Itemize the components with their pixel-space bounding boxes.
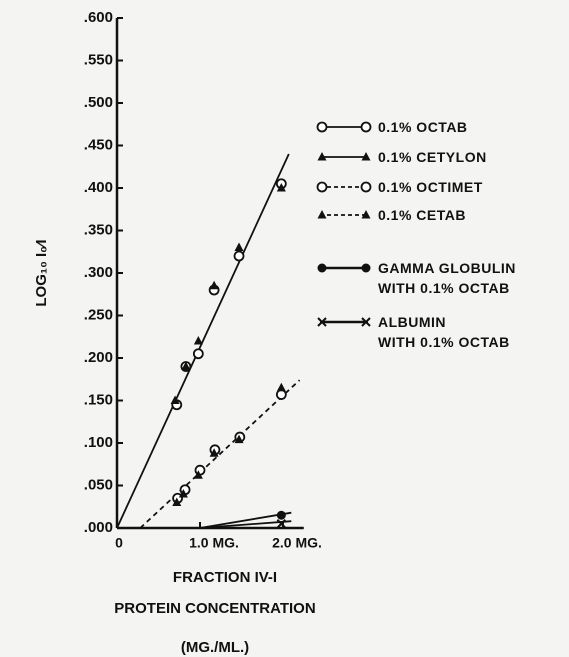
legend-label: GAMMA GLOBULIN WITH 0.1% OCTAB bbox=[378, 260, 516, 296]
legend-marker bbox=[316, 181, 328, 193]
y-tick-label: .250 bbox=[84, 306, 113, 323]
y-tick-label: .000 bbox=[84, 519, 113, 536]
point bbox=[276, 510, 286, 520]
point bbox=[181, 361, 191, 370]
point bbox=[276, 183, 286, 192]
legend-marker bbox=[360, 181, 372, 193]
y-tick-label: .350 bbox=[84, 221, 113, 238]
x-axis-label: (MG./ML.) bbox=[181, 639, 249, 656]
point bbox=[170, 395, 180, 404]
x-axis-label: PROTEIN CONCENTRATION bbox=[114, 600, 315, 617]
legend-label: 0.1% OCTIMET bbox=[378, 179, 483, 195]
point bbox=[276, 519, 287, 529]
legend-marker bbox=[361, 152, 371, 161]
x-tick-label: 0 bbox=[115, 535, 123, 551]
y-tick-label: .500 bbox=[84, 94, 113, 111]
point bbox=[192, 348, 204, 360]
point bbox=[234, 434, 244, 444]
fit-line bbox=[199, 520, 292, 529]
point bbox=[172, 497, 182, 506]
x-tick-label: 2.0 MG. bbox=[272, 535, 322, 551]
point bbox=[275, 389, 287, 400]
legend-marker bbox=[317, 210, 327, 219]
fit-line bbox=[116, 153, 290, 529]
y-tick-label: .600 bbox=[84, 9, 113, 26]
legend-marker bbox=[360, 121, 372, 133]
point bbox=[234, 242, 244, 251]
fit-line bbox=[199, 511, 292, 529]
y-tick-label: .050 bbox=[84, 476, 113, 493]
legend-label: 0.1% OCTAB bbox=[378, 119, 468, 135]
x-axis-label: FRACTION IV-I bbox=[173, 569, 277, 586]
point bbox=[193, 336, 203, 345]
point bbox=[209, 280, 219, 290]
y-tick-label: .550 bbox=[84, 51, 113, 68]
legend-label: 0.1% CETYLON bbox=[378, 149, 487, 165]
point bbox=[233, 250, 245, 262]
legend-marker bbox=[317, 263, 327, 273]
point bbox=[276, 382, 286, 392]
point bbox=[178, 489, 188, 498]
point bbox=[193, 470, 203, 479]
y-tick-label: .150 bbox=[84, 391, 113, 408]
legend-label: 0.1% CETAB bbox=[378, 207, 466, 223]
y-tick-label: .300 bbox=[84, 264, 113, 281]
point bbox=[209, 448, 219, 457]
legend-marker bbox=[317, 317, 327, 327]
y-tick-label: .450 bbox=[84, 136, 113, 153]
legend-marker bbox=[317, 152, 327, 161]
legend-marker bbox=[361, 263, 371, 273]
x-tick-label: 1.0 MG. bbox=[189, 535, 239, 551]
legend-marker bbox=[316, 121, 328, 133]
fit-line bbox=[139, 379, 301, 529]
legend-marker bbox=[361, 210, 371, 219]
y-tick-label: .400 bbox=[84, 179, 113, 196]
y-axis-label: LOG₁₀ I₀⁄I bbox=[33, 239, 50, 306]
y-tick-label: .200 bbox=[84, 349, 113, 366]
legend-label: ALBUMIN WITH 0.1% OCTAB bbox=[378, 314, 510, 350]
legend-marker bbox=[361, 317, 371, 327]
y-tick-label: .100 bbox=[84, 434, 113, 451]
